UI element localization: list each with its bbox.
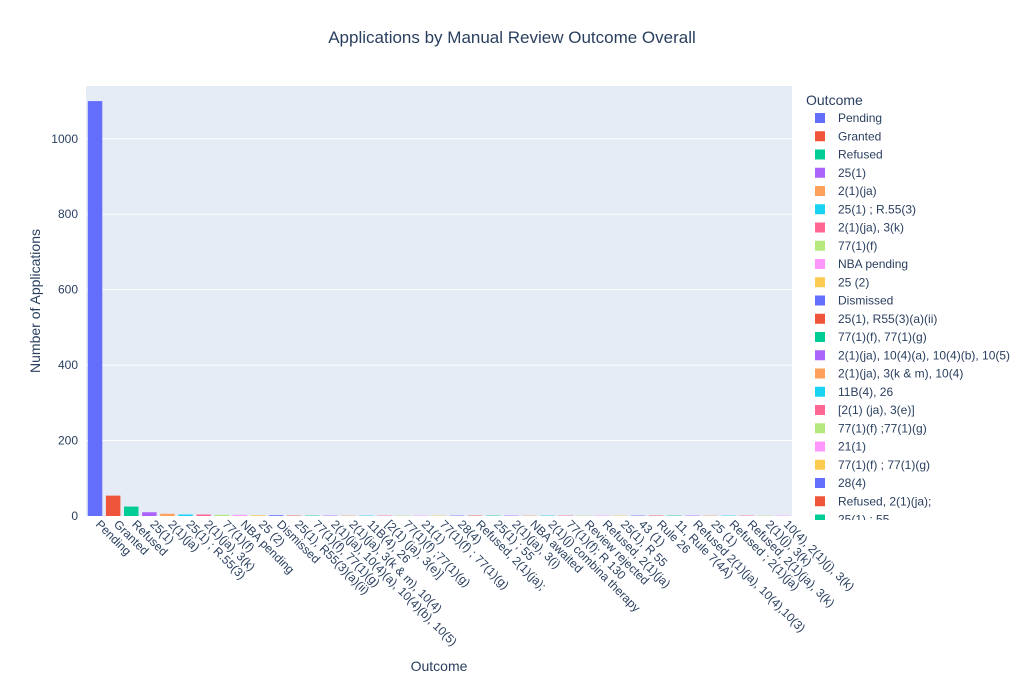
bar [124, 506, 139, 516]
legend-swatch [815, 514, 825, 520]
legend-item[interactable]: 2(1)(ja), 3(k) [815, 221, 904, 235]
legend-swatch [815, 423, 825, 434]
legend-label: Refused, 2(1)(ja); [838, 494, 931, 508]
bar [196, 514, 211, 516]
legend-item[interactable]: 77(1)(f) ;77(1)(g) [815, 421, 927, 435]
legend-label: 25 (2) [838, 275, 869, 289]
legend-item[interactable]: 21(1) [815, 440, 866, 454]
legend-item[interactable]: 11B(4), 26 [815, 385, 893, 399]
legend-swatch [815, 167, 825, 178]
legend-item[interactable]: [2(1) (ja), 3(e)] [815, 403, 915, 417]
legend-item[interactable]: 2(1)(ja), 3(k & m), 10(4) [815, 367, 963, 381]
legend-label: Pending [838, 111, 882, 125]
legend-swatch [815, 496, 825, 507]
legend-label: 11B(4), 26 [838, 385, 893, 399]
bar [268, 515, 284, 516]
bar [178, 514, 193, 516]
legend-label: 25(1) [838, 166, 866, 180]
legend-label: [2(1) (ja), 3(e)] [838, 403, 915, 417]
legend-swatch [815, 149, 825, 160]
bar [250, 515, 266, 516]
legend-item[interactable]: Refused, 2(1)(ja); [815, 494, 931, 508]
legend-item[interactable]: 2(1)(ja) [815, 184, 877, 198]
y-tick-label: 200 [58, 434, 78, 448]
legend-swatch [815, 131, 825, 142]
bar [87, 101, 103, 517]
legend-item[interactable]: 77(1)(f) ; 77(1)(g) [815, 458, 930, 472]
legend-swatch [815, 368, 825, 379]
legend-item[interactable]: 77(1)(f), 77(1)(g) [815, 330, 927, 344]
legend-item[interactable]: Dismissed [815, 294, 893, 308]
legend-item[interactable]: Refused [815, 148, 883, 162]
legend-swatch [815, 259, 825, 269]
legend-item[interactable]: 77(1)(f) [815, 239, 877, 253]
y-tick-label: 600 [58, 283, 78, 297]
legend-label: 2(1)(ja) [838, 184, 877, 198]
legend-swatch [815, 295, 825, 306]
bar [214, 514, 230, 516]
legend-title: Outcome [806, 92, 863, 108]
legend-swatch [815, 405, 825, 415]
y-tick-label: 400 [58, 358, 78, 372]
legend-swatch [815, 478, 825, 488]
bars [87, 101, 791, 517]
legend-label: Dismissed [838, 294, 893, 308]
legend-item[interactable]: NBA pending [815, 257, 908, 271]
chart-title: Applications by Manual Review Outcome Ov… [328, 28, 696, 47]
legend-label: 2(1)(ja), 10(4)(a), 10(4)(b), 10(5) [838, 348, 1010, 362]
bar [105, 495, 121, 516]
bar [232, 514, 248, 516]
legend-item[interactable]: 25(1) ; R.55(3) [815, 202, 916, 216]
legend-label: 21(1) [838, 440, 866, 454]
legend-label: 77(1)(f) [838, 239, 877, 253]
x-axis-ticks: PendingGrantedRefused25(1)2(1)(ja)25(1) … [93, 517, 857, 649]
y-tick-label: 0 [71, 509, 78, 523]
legend-swatch [815, 459, 825, 470]
legend-label: NBA pending [838, 257, 908, 271]
legend-swatch [815, 186, 825, 196]
legend-label: Granted [838, 129, 881, 143]
gridlines [86, 138, 792, 442]
legend-swatch [815, 332, 825, 342]
legend-swatch [815, 277, 825, 288]
y-axis-ticks: 0 200 400 600 800 1000 [51, 132, 78, 523]
legend-item[interactable]: 25(1) ; 55 [815, 513, 890, 527]
legend-item[interactable]: 2(1)(ja), 10(4)(a), 10(4)(b), 10(5) [815, 348, 1010, 362]
plot-background [86, 86, 792, 516]
legend-item[interactable]: Granted [815, 129, 881, 143]
legend-label: 25(1) ; R.55(3) [838, 202, 916, 216]
legend-swatch [815, 204, 825, 215]
legend-label: 2(1)(ja), 3(k) [838, 221, 904, 235]
legend-item[interactable]: 25(1), R55(3)(a)(ii) [815, 312, 937, 326]
legend-swatch [815, 313, 825, 324]
legend-item[interactable]: 25(1) [815, 166, 866, 180]
bar [160, 513, 175, 516]
y-axis-title: Number of Applications [27, 229, 43, 373]
legend-label: 77(1)(f) ;77(1)(g) [838, 421, 927, 435]
legend-swatch [815, 441, 825, 452]
legend-swatch [815, 222, 825, 233]
legend-label: Refused [838, 148, 883, 162]
legend-swatch [815, 350, 825, 361]
legend-label: 25(1), R55(3)(a)(ii) [838, 312, 937, 326]
legend-label: 77(1)(f) ; 77(1)(g) [838, 458, 930, 472]
legend-swatch [815, 386, 825, 397]
legend-label: 25(1) ; 55 [838, 513, 890, 527]
x-axis-title: Outcome [411, 658, 468, 674]
y-tick-label: 1000 [51, 132, 78, 146]
legend-item[interactable]: 28(4) [815, 476, 866, 490]
legend-label: 28(4) [838, 476, 866, 490]
legend-label: 2(1)(ja), 3(k & m), 10(4) [838, 367, 963, 381]
legend-item[interactable]: 25 (2) [815, 275, 869, 289]
y-tick-label: 800 [58, 207, 78, 221]
bar [142, 512, 157, 516]
legend-swatch [815, 240, 825, 251]
legend: Outcome Pending Granted Refused 25(1) 2(1)(j… [806, 92, 1010, 527]
legend-label: 77(1)(f), 77(1)(g) [838, 330, 927, 344]
legend-swatch [815, 113, 825, 123]
legend-item[interactable]: Pending [815, 111, 882, 125]
